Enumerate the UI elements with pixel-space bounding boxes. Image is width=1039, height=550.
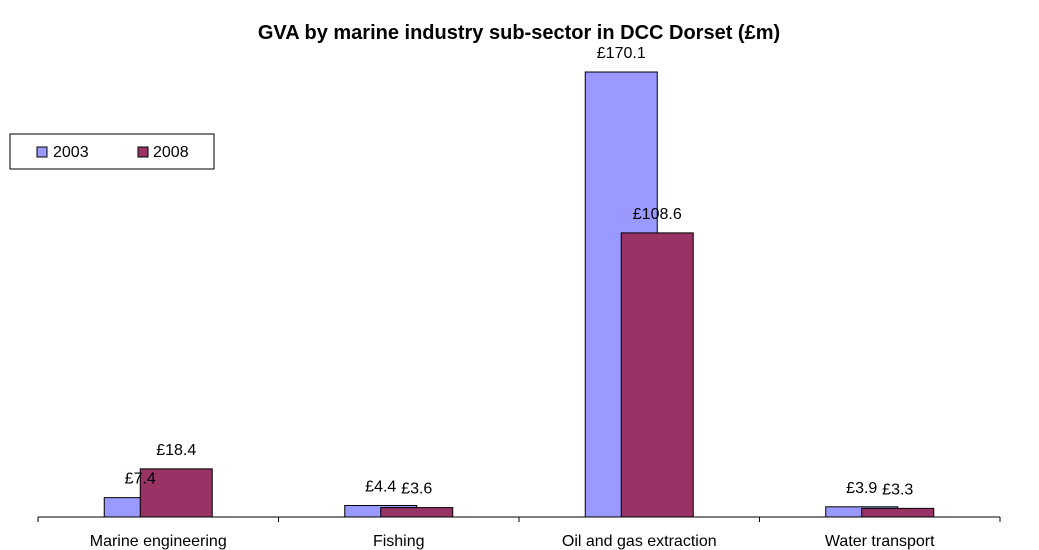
data-label-2003-marine-engineering: £7.4 [125,471,156,488]
legend-label-2003: 2003 [53,144,89,161]
x-tick-label-water-transport: Water transport [825,533,935,550]
data-label-2008-water-transport: £3.3 [882,481,913,498]
data-label-2003-water-transport: £3.9 [846,480,877,497]
legend-label-2008: 2008 [153,144,189,161]
bars-group [103,71,935,518]
x-tick-label-oil-and-gas-extraction: Oil and gas extraction [562,533,717,550]
chart-title: GVA by marine industry sub-sector in DCC… [258,22,780,44]
data-labels-group: £7.4£18.4 £4.4 £3.6 £170.1 £108.6 £3.9 £3.3 [125,45,914,498]
data-label-2008-fishing: £3.6 [401,481,432,498]
bar-2008-water-transport [861,507,935,518]
legend-swatch-2003 [36,146,48,158]
legend-swatch-2008 [137,146,149,158]
data-label-2003-oil-and-gas-extraction: £170.1 [597,45,646,62]
data-label-2003-fishing: £4.4 [365,478,396,495]
x-axis-ticks [37,517,1001,522]
x-tick-label-fishing: Fishing [373,533,425,550]
bar-2008-oil-and-gas-extraction [620,232,694,518]
bar-2008-marine-engineering [139,468,213,518]
x-axis-labels: Marine engineering Fishing Oil and gas ext… [90,533,935,550]
data-label-2008-oil-and-gas-extraction: £108.6 [633,206,682,223]
bar-2008-fishing [380,507,454,518]
data-label-2008-marine-engineering: £18.4 [156,442,196,459]
x-tick-label-marine-engineering: Marine engineering [90,533,227,550]
legend: 2003 2008 [9,133,215,170]
